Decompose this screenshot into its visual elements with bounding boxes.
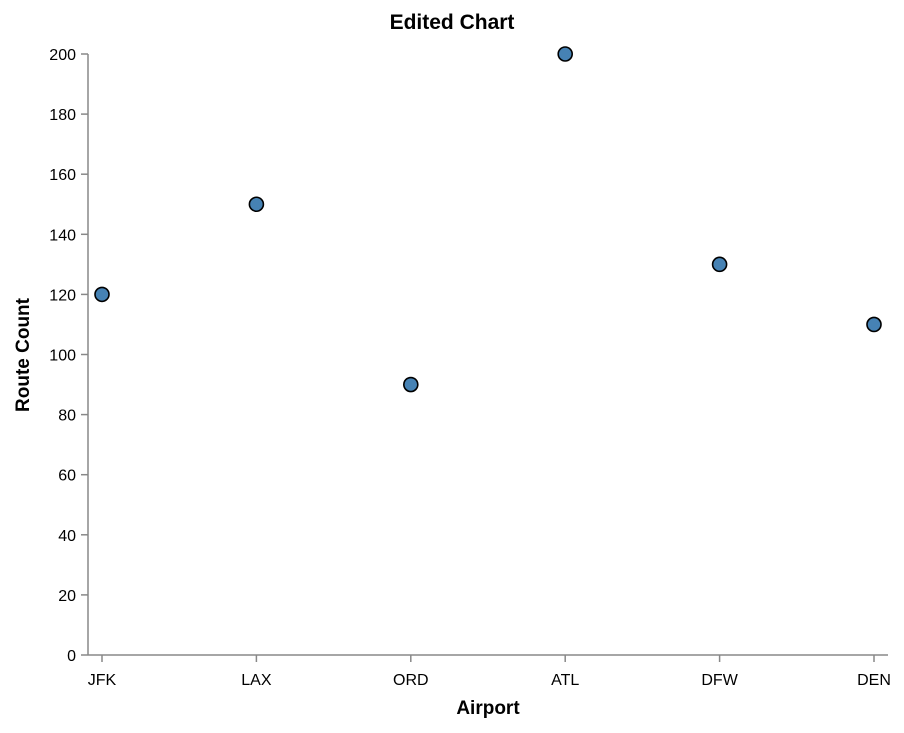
data-point-dfw: [711, 256, 728, 273]
x-tick-label: DFW: [701, 672, 738, 689]
data-point-lax: [248, 196, 265, 213]
x-axis-title: Airport: [456, 698, 520, 719]
data-points: [94, 46, 882, 393]
y-tick-label: 80: [58, 408, 76, 425]
data-point-ord: [402, 376, 419, 393]
y-tick-label: 20: [58, 588, 76, 605]
y-tick-label: 40: [58, 528, 76, 545]
x-tick-label: DEN: [857, 672, 891, 689]
y-tick-label: 160: [49, 167, 76, 184]
chart-title: Edited Chart: [390, 11, 515, 34]
data-point-atl: [557, 46, 574, 62]
x-tick-label: ORD: [393, 672, 429, 689]
x-tick-label: JFK: [88, 672, 117, 689]
x-tick-label: LAX: [241, 672, 272, 689]
data-point-jfk: [94, 286, 110, 303]
y-tick-label: 140: [49, 227, 76, 244]
y-tick-label: 60: [58, 468, 76, 485]
x-tick-label: ATL: [551, 672, 579, 689]
y-tick-label: 200: [49, 47, 76, 64]
y-tick-label: 0: [67, 648, 76, 665]
y-tick-label: 100: [49, 348, 76, 365]
y-axis-title: Route Count: [13, 297, 34, 412]
axes: 0 20 40 60 80 100 120 140 160 180 200 JFK LAX ORD ATL D…: [49, 47, 891, 689]
y-tick-label: 120: [49, 287, 76, 304]
data-point-den: [866, 316, 882, 333]
y-tick-label: 180: [49, 107, 76, 124]
